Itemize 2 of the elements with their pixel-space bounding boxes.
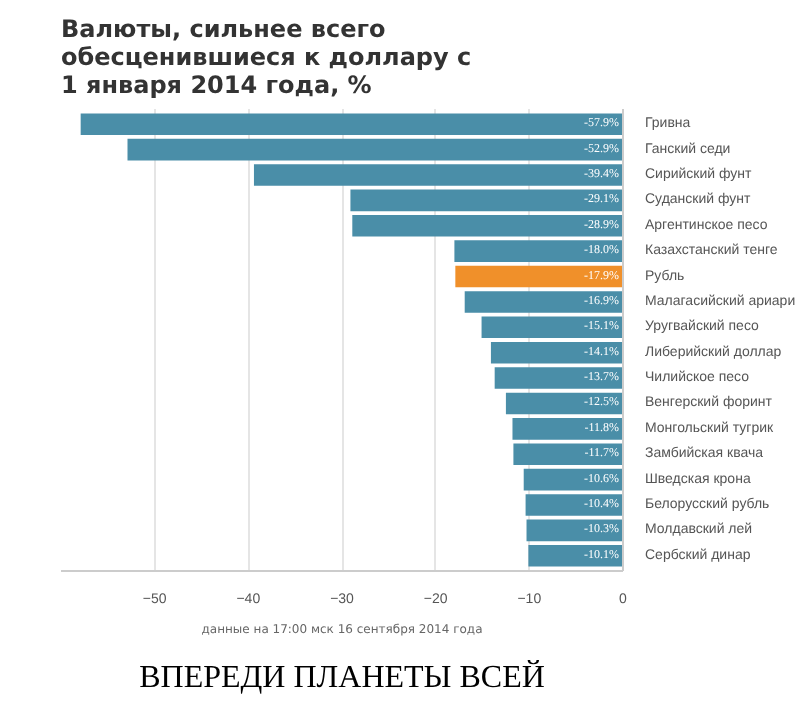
chart-title: Валюты, сильнее всего обесценившиеся к доллару с 1 января 2014 года, % xyxy=(61,15,472,99)
text: ВПЕРЕДИ ПЛАНЕТЫ ВСЕЙ xyxy=(139,659,546,695)
